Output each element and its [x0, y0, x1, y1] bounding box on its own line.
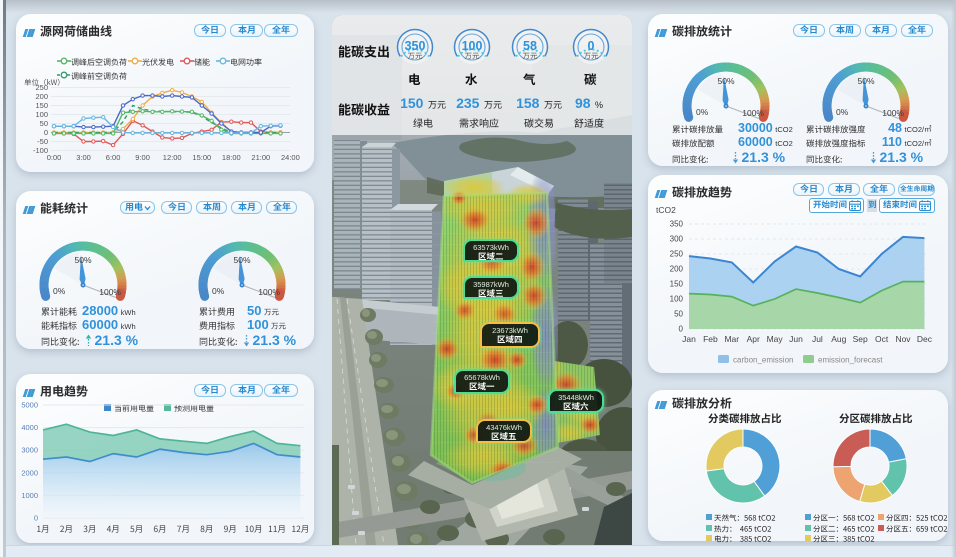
svg-text:6:00: 6:00	[106, 153, 121, 162]
svg-text:Mar: Mar	[724, 334, 739, 344]
svg-text:3:00: 3:00	[76, 153, 91, 162]
svg-text:0%: 0%	[53, 286, 66, 296]
svg-text:0: 0	[34, 514, 38, 523]
svg-text:3000: 3000	[21, 446, 38, 455]
svg-text:-50: -50	[37, 137, 48, 146]
svg-text:May: May	[767, 334, 784, 344]
svg-text:50: 50	[674, 310, 683, 319]
svg-text:4000: 4000	[21, 423, 38, 432]
svg-text:0: 0	[588, 39, 595, 53]
svg-text:Apr: Apr	[747, 334, 760, 344]
svg-text:100%: 100%	[882, 108, 904, 118]
svg-text:100: 100	[462, 39, 483, 53]
svg-text:Nov: Nov	[895, 334, 911, 344]
svg-text:150: 150	[670, 280, 684, 289]
svg-text:1000: 1000	[21, 491, 38, 500]
svg-text:2000: 2000	[21, 468, 38, 477]
svg-text:15:00: 15:00	[192, 153, 211, 162]
svg-text:0%: 0%	[836, 107, 849, 117]
svg-text:9:00: 9:00	[135, 153, 150, 162]
svg-text:Jul: Jul	[812, 334, 823, 344]
svg-text:50%: 50%	[74, 255, 91, 265]
svg-text:250: 250	[35, 83, 48, 92]
svg-text:100%: 100%	[258, 287, 280, 297]
svg-text:350: 350	[405, 39, 426, 53]
svg-text:150: 150	[35, 101, 48, 110]
svg-text:0%: 0%	[212, 286, 225, 296]
svg-text:100%: 100%	[99, 287, 121, 297]
svg-text:50%: 50%	[717, 76, 734, 86]
svg-text:0%: 0%	[696, 107, 709, 117]
svg-text:12:00: 12:00	[163, 153, 182, 162]
svg-text:58: 58	[523, 39, 537, 53]
svg-text:Sep: Sep	[853, 334, 868, 344]
svg-text:18:00: 18:00	[222, 153, 241, 162]
svg-text:200: 200	[35, 92, 48, 101]
svg-text:0:00: 0:00	[47, 153, 62, 162]
svg-text:50: 50	[40, 119, 48, 128]
svg-text:0: 0	[679, 325, 684, 334]
svg-text:Oct: Oct	[875, 334, 889, 344]
svg-text:carbon_emission: carbon_emission	[733, 356, 793, 365]
svg-text:300: 300	[670, 235, 684, 244]
svg-text:24:00: 24:00	[281, 153, 300, 162]
svg-text:-100: -100	[33, 146, 48, 155]
svg-text:Aug: Aug	[831, 334, 846, 344]
svg-text:350: 350	[670, 220, 684, 229]
svg-text:50%: 50%	[233, 255, 250, 265]
svg-text:21:00: 21:00	[251, 153, 270, 162]
svg-text:Dec: Dec	[917, 334, 933, 344]
svg-text:emission_forecast: emission_forecast	[818, 356, 883, 365]
svg-text:100: 100	[670, 295, 684, 304]
svg-text:Feb: Feb	[703, 334, 718, 344]
svg-text:200: 200	[670, 265, 684, 274]
svg-text:tCO2: tCO2	[656, 205, 676, 215]
svg-text:250: 250	[670, 250, 684, 259]
svg-text:Jun: Jun	[789, 334, 803, 344]
svg-text:Jan: Jan	[682, 334, 696, 344]
svg-text:0: 0	[44, 128, 48, 137]
svg-text:5000: 5000	[21, 401, 38, 410]
svg-text:100%: 100%	[742, 108, 764, 118]
svg-text:50%: 50%	[857, 76, 874, 86]
svg-text:100: 100	[35, 110, 48, 119]
